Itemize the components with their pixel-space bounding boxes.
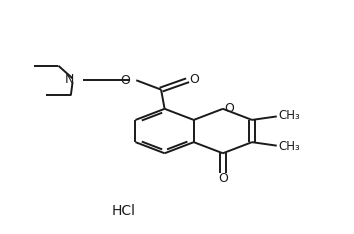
Text: O: O <box>189 73 199 86</box>
Text: N: N <box>64 73 74 86</box>
Text: CH₃: CH₃ <box>279 140 300 153</box>
Text: O: O <box>224 102 234 115</box>
Text: O: O <box>120 74 130 87</box>
Text: HCl: HCl <box>112 204 136 218</box>
Text: CH₃: CH₃ <box>279 110 300 122</box>
Text: O: O <box>218 172 228 185</box>
